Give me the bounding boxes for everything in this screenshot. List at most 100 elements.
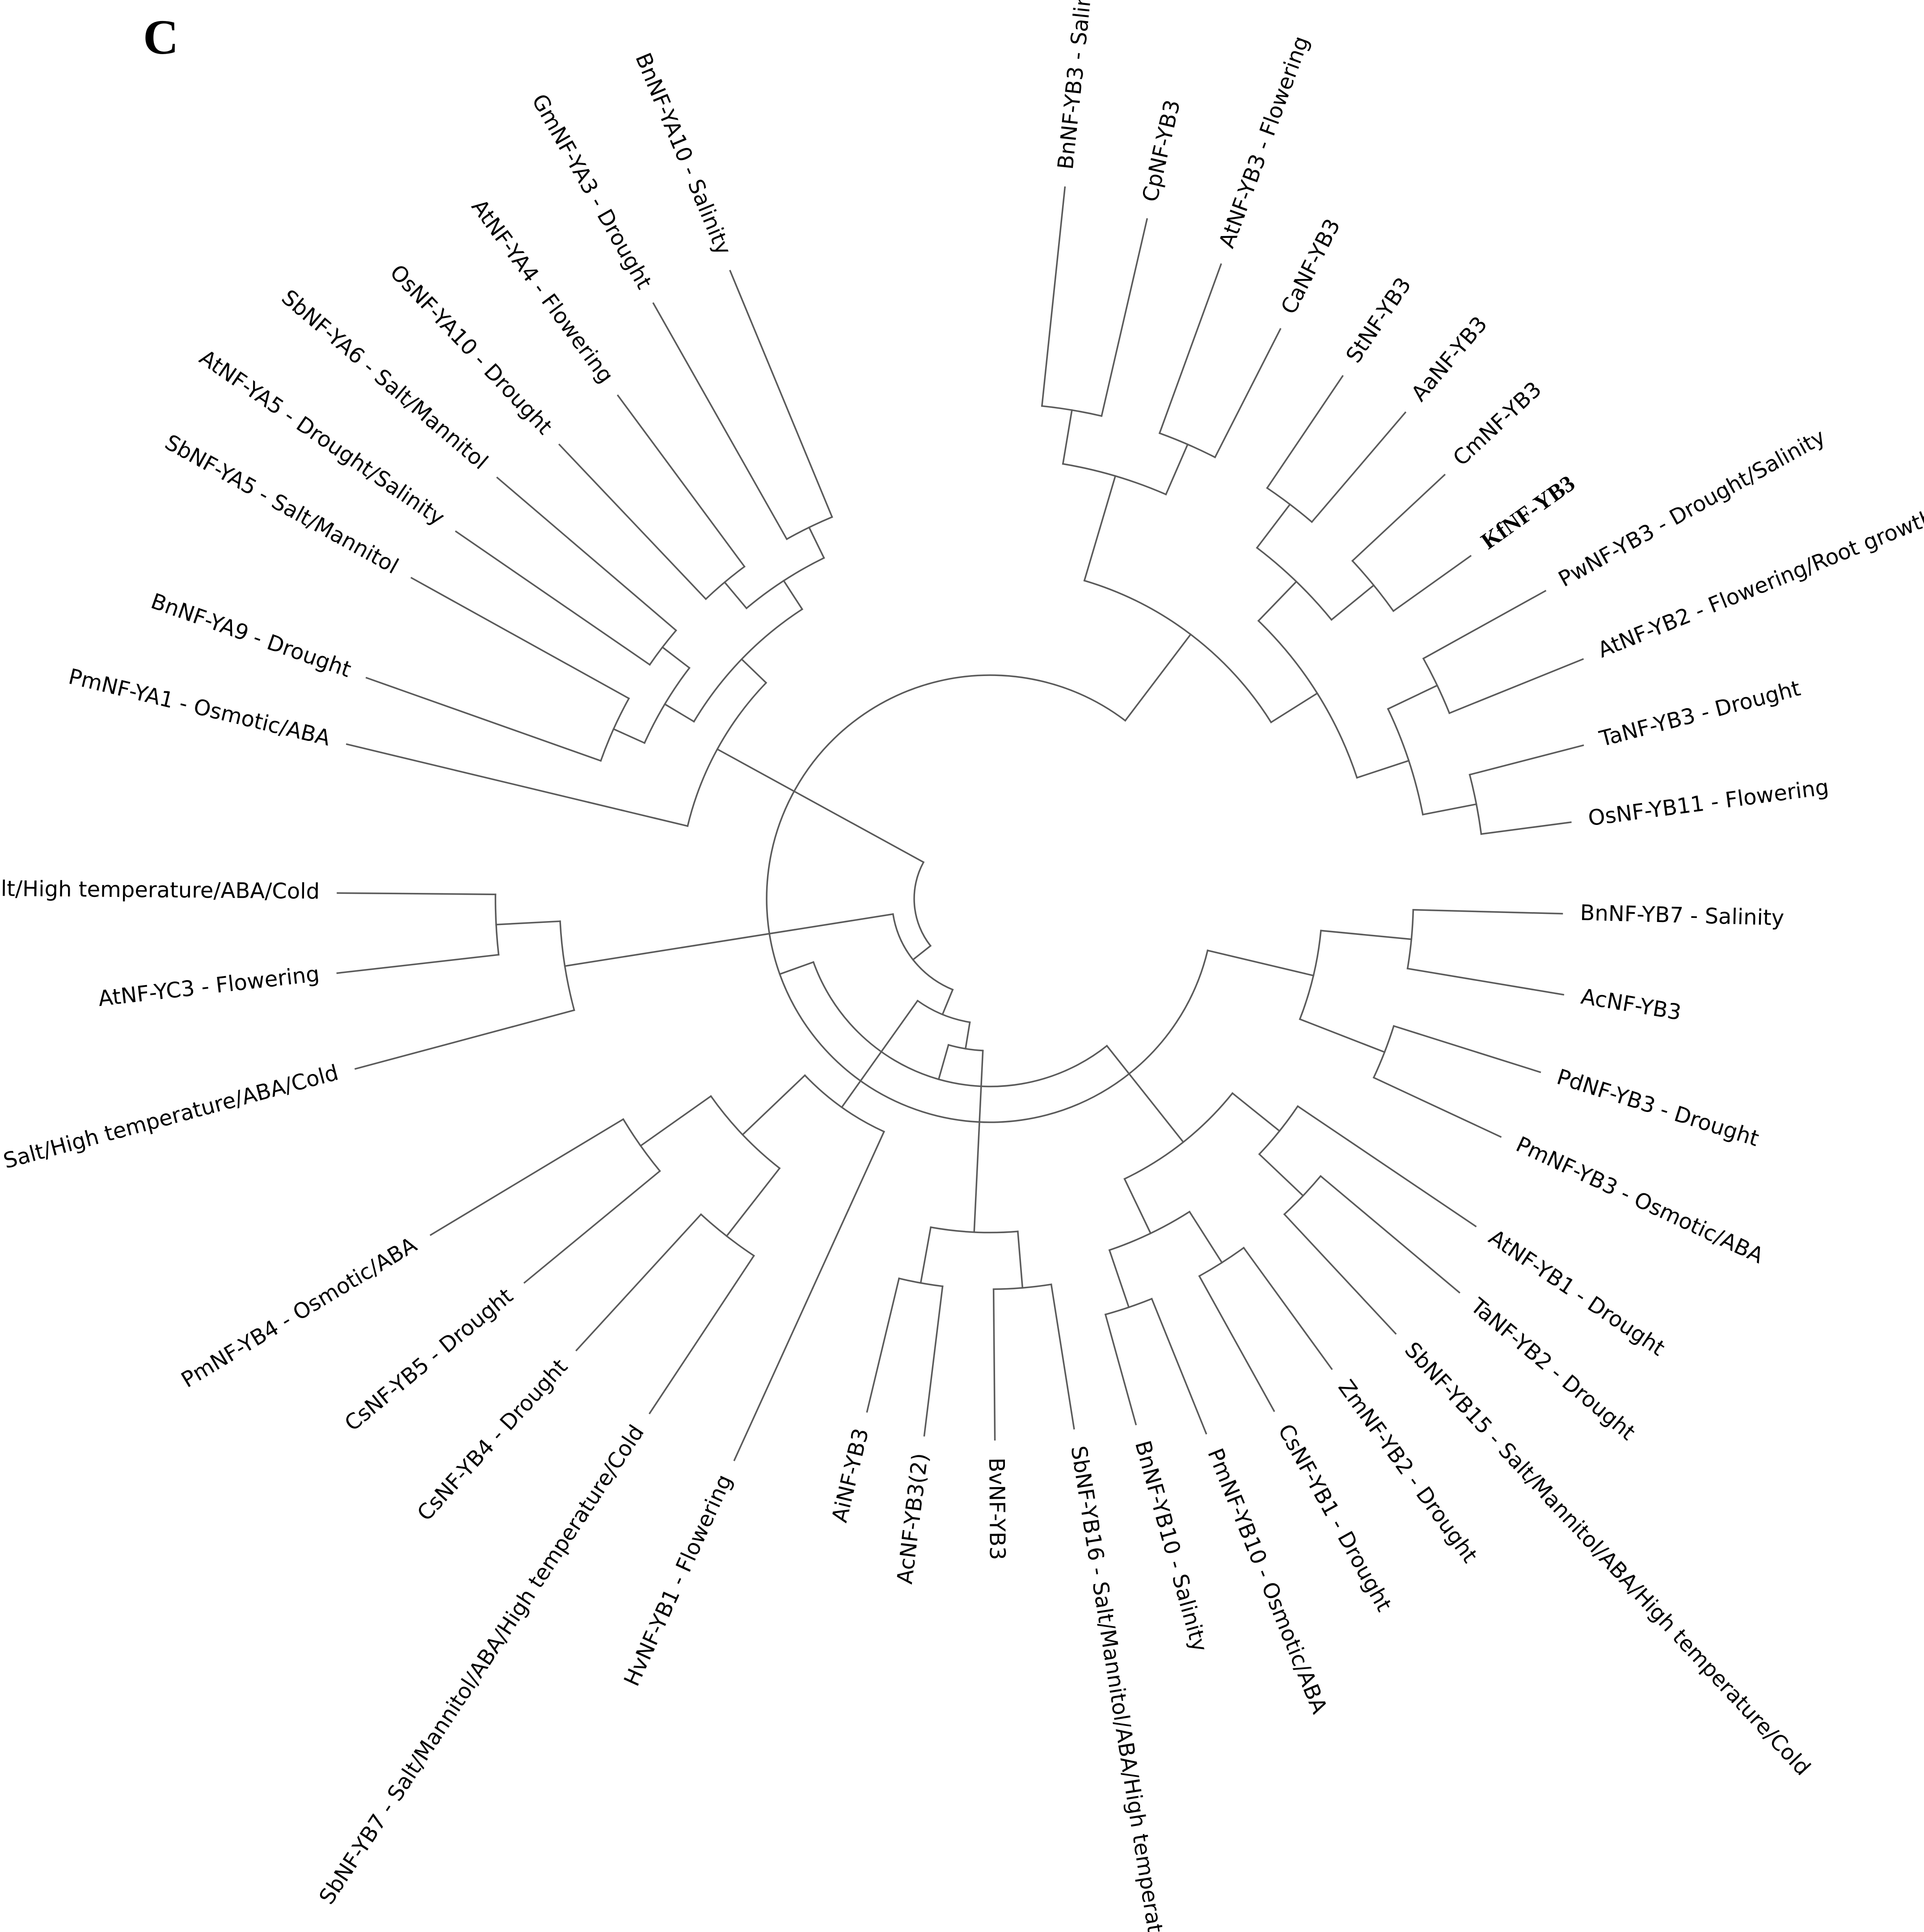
leaf-label: BnNF-YA10 - Salinity xyxy=(630,49,736,258)
branch-segment xyxy=(1214,328,1282,459)
branch-segment xyxy=(1231,1092,1281,1132)
branch-segment xyxy=(1158,263,1222,435)
branch-segment xyxy=(365,676,602,762)
branch-segment xyxy=(354,1026,514,1070)
branch-segment xyxy=(1257,580,1298,622)
branch-segment xyxy=(1392,555,1472,613)
branch-segment xyxy=(733,1287,814,1462)
branch-segment xyxy=(1188,1210,1223,1264)
branch-arc xyxy=(766,674,1209,1123)
branch-segment xyxy=(1392,1025,1541,1074)
branch-segment xyxy=(840,999,919,1108)
leaf-label: AcNF-YB3(2) xyxy=(892,1452,933,1585)
leaf-label: HvNF-YB1 - Flowering xyxy=(619,1471,737,1690)
branch-segment xyxy=(1283,1213,1397,1335)
branch-segment xyxy=(1099,475,1117,529)
branch-segment xyxy=(587,801,623,812)
leaf-label: SbNF-YA5 - Salt/Mannitol xyxy=(161,430,403,579)
branch-segment xyxy=(430,1118,624,1236)
branch-segment xyxy=(973,1049,984,1233)
leaf-label: GmNF-YA3 - Drought xyxy=(527,90,657,293)
branch-segment xyxy=(1041,186,1066,407)
branch-segment xyxy=(847,1130,885,1211)
leaf-label: SbNF-YA6 - Salt/Mannitol xyxy=(277,285,493,474)
leaf-label: AcNF-YB3 xyxy=(1579,984,1683,1026)
leaf-label: AaNF-YB3 xyxy=(1406,312,1492,406)
branch-segment xyxy=(1330,584,1375,621)
branch-segment xyxy=(1198,1275,1275,1412)
branch-segment xyxy=(496,476,677,632)
branch-segment xyxy=(616,394,746,568)
branch-segment xyxy=(1242,1247,1333,1370)
branch-segment xyxy=(1468,744,1584,776)
branch-segment xyxy=(1412,909,1563,915)
branch-segment xyxy=(1422,590,1547,660)
branch-segment xyxy=(663,703,695,723)
leaf-label: AiNF-YB3 xyxy=(827,1426,873,1525)
branch-segment xyxy=(612,728,646,744)
branch-segment xyxy=(1108,1249,1130,1309)
branch-segment xyxy=(741,1074,806,1136)
branch-segment xyxy=(495,920,561,926)
leaf-label: PdNF-YB3 - Drought xyxy=(1554,1064,1762,1151)
branch-segment xyxy=(866,1277,900,1413)
branch-segment xyxy=(1319,1175,1460,1294)
leaf-label: PmNF-YB3 - Osmotic/ABA xyxy=(1512,1132,1768,1268)
branch-segment xyxy=(511,1009,575,1028)
branch-segment xyxy=(1480,821,1572,835)
branch-segment xyxy=(1266,375,1344,489)
branch-segment xyxy=(455,530,651,666)
branch-segment xyxy=(1311,411,1407,523)
branch-segment xyxy=(575,1213,702,1352)
branch-segment xyxy=(1448,658,1584,714)
leaf-label: OsNF-YB11 - Flowering xyxy=(1586,774,1830,831)
branch-segment xyxy=(964,1021,971,1050)
branch-segment xyxy=(911,944,932,961)
branch-segment xyxy=(729,270,833,518)
branch-segment xyxy=(1050,1283,1075,1430)
branch-segment xyxy=(726,1167,781,1237)
branch-segment xyxy=(639,1095,712,1147)
leaf-label: SbNF-YC11 - Salt/High temperature/ABA/Co… xyxy=(0,875,320,904)
branch-segment xyxy=(1356,760,1410,779)
branch-segment xyxy=(410,577,630,700)
leaf-label: AtNF-YC3 - Flowering xyxy=(97,961,321,1011)
branch-segment xyxy=(564,913,894,967)
branch-segment xyxy=(941,989,954,1016)
branch-segment xyxy=(1406,968,1565,996)
branch-segment xyxy=(1083,527,1101,582)
leaf-label: BnNF-YB3 - Salinity xyxy=(1053,0,1099,171)
leaf-label: StNF-YB3 xyxy=(1341,273,1416,367)
branch-segment xyxy=(1062,409,1073,465)
branch-segment xyxy=(1017,1230,1024,1289)
leaf-label: BnNF-YA9 - Drought xyxy=(148,588,354,682)
branch-segment xyxy=(1207,949,1315,977)
branch-segment xyxy=(1258,1153,1304,1197)
branch-segment xyxy=(654,817,689,827)
branch-segment xyxy=(1387,684,1439,710)
branch-segment xyxy=(716,748,925,863)
leaf-label: SbNF-YB7 - Salt/Mannitol/ABA/High temper… xyxy=(314,1420,649,1909)
branch-segment xyxy=(808,526,825,559)
branch-segment xyxy=(1105,1044,1185,1143)
branch-segment xyxy=(1320,930,1413,940)
branch-segment xyxy=(779,961,814,975)
leaf-label: CaNF-YB3 xyxy=(1276,215,1346,318)
branch-segment xyxy=(652,302,788,541)
branch-segment xyxy=(346,743,590,803)
branch-segment xyxy=(648,1255,755,1415)
branch-segment xyxy=(1422,803,1477,816)
branch-segment xyxy=(1372,1076,1502,1138)
leaf-label: CpNF-YB3 xyxy=(1138,97,1186,204)
leaf-label: PmNF-YA1 - Osmotic/ABA xyxy=(66,664,333,751)
leaf-label: CsNF-YB4 - Drought xyxy=(412,1354,572,1526)
branch-segment xyxy=(661,646,691,669)
branch-segment xyxy=(782,579,803,610)
branch-segment xyxy=(1296,1105,1349,1141)
branch-segment xyxy=(620,809,656,819)
branch-segment xyxy=(923,1285,944,1437)
branch-segment xyxy=(1123,1178,1152,1234)
leaf-label: AtNF-YB3 - Flowering xyxy=(1214,33,1314,251)
